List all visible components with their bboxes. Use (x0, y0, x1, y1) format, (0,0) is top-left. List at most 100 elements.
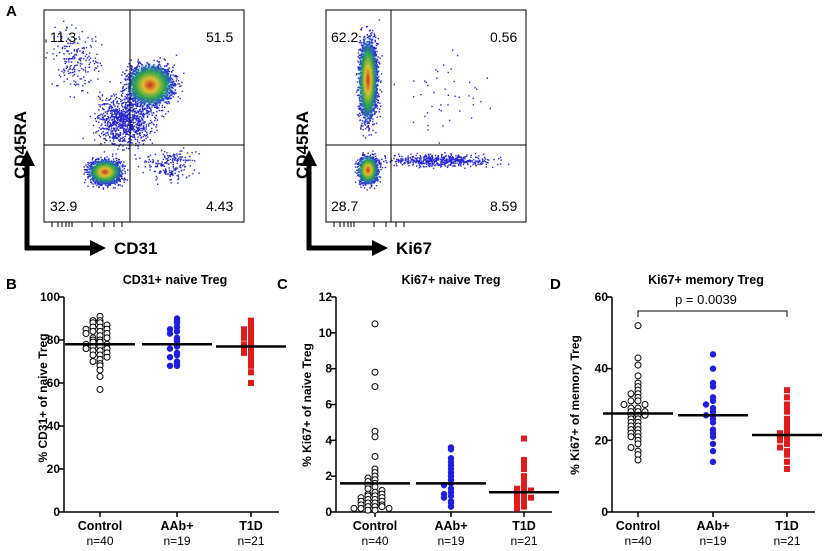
event-dot (101, 123, 103, 125)
event-dot (138, 113, 140, 115)
event-dot (69, 72, 71, 74)
event-dot (121, 112, 123, 115)
event-dot (105, 103, 108, 105)
event-dot (192, 173, 194, 175)
event-dot (131, 69, 133, 72)
event-dot (134, 154, 136, 156)
event-dot (132, 119, 134, 122)
event-dot (123, 128, 125, 130)
event-dot (123, 161, 125, 163)
event-dot (161, 104, 164, 107)
event-dot (118, 119, 121, 121)
event-dot (126, 120, 128, 122)
panel-letter-d: D (550, 276, 561, 293)
event-dot (88, 63, 90, 66)
event-dot (120, 120, 122, 123)
event-dot (121, 104, 123, 106)
event-dot (184, 166, 186, 168)
event-dot (135, 129, 137, 132)
event-dot (97, 62, 99, 64)
event-dot (131, 127, 133, 129)
event-dot (73, 58, 75, 60)
event-dot (118, 140, 121, 142)
event-dot (108, 184, 111, 186)
event-dot (86, 92, 89, 94)
event-dot (79, 59, 81, 61)
event-dot (160, 149, 163, 152)
event-dot (174, 154, 176, 156)
event-dot (117, 117, 119, 119)
event-dot (122, 169, 124, 171)
event-dot (104, 142, 106, 144)
event-dot (187, 159, 189, 161)
event-dot (95, 131, 97, 134)
event-dot (112, 129, 114, 132)
event-dot (167, 163, 170, 165)
event-dot (152, 159, 154, 161)
event-dot (125, 97, 127, 100)
event-dot (109, 81, 111, 83)
flow-plot-events (354, 19, 510, 191)
event-dot (171, 160, 174, 162)
event-dot (165, 101, 167, 103)
event-dot (136, 130, 138, 132)
event-dot (164, 173, 167, 175)
event-dot (135, 105, 137, 107)
panel-letter-b: B (6, 276, 17, 293)
event-dot (142, 109, 144, 111)
event-dot (124, 95, 126, 98)
event-dot (79, 50, 81, 52)
event-dot (126, 69, 128, 72)
event-dot (141, 139, 143, 142)
event-dot (132, 108, 135, 111)
event-dot (63, 53, 65, 55)
event-dot (122, 124, 124, 126)
event-dot (54, 26, 56, 29)
event-dot (166, 63, 169, 65)
event-dot (143, 134, 146, 136)
event-dot (177, 83, 179, 85)
event-dot (137, 130, 139, 132)
event-dot (168, 70, 171, 73)
event-dot (127, 123, 130, 125)
event-dot (134, 103, 137, 105)
event-dot (147, 156, 149, 158)
event-dot (165, 162, 167, 164)
event-dot (66, 78, 68, 80)
event-dot (167, 157, 170, 159)
event-dot (86, 168, 89, 171)
event-dot (142, 122, 144, 124)
event-dot (97, 78, 99, 80)
event-dot (134, 115, 136, 117)
event-dot (182, 165, 184, 167)
event-dot (144, 166, 146, 168)
event-dot (143, 128, 145, 130)
event-dot (127, 169, 129, 171)
event-dot (94, 112, 96, 115)
event-dot (198, 172, 200, 174)
event-dot (172, 69, 174, 72)
event-dot (186, 152, 189, 154)
event-dot (111, 119, 114, 121)
event-dot (116, 118, 118, 120)
event-dot (137, 121, 139, 123)
event-dot (181, 156, 184, 158)
event-dot (130, 128, 133, 130)
event-dot (181, 90, 184, 92)
event-dot (170, 97, 172, 100)
event-dot (118, 126, 120, 128)
event-dot (168, 169, 171, 172)
event-dot (53, 58, 55, 60)
event-dot (63, 45, 66, 47)
event-dot (86, 57, 89, 59)
event-dot (169, 174, 171, 176)
event-dot (104, 115, 106, 117)
event-dot (158, 61, 161, 63)
event-dot (121, 137, 123, 140)
event-dot (132, 121, 134, 123)
event-dot (117, 184, 119, 187)
event-dot (174, 157, 177, 159)
event-dot (171, 173, 173, 176)
event-dot (110, 105, 113, 107)
event-dot (112, 138, 115, 140)
